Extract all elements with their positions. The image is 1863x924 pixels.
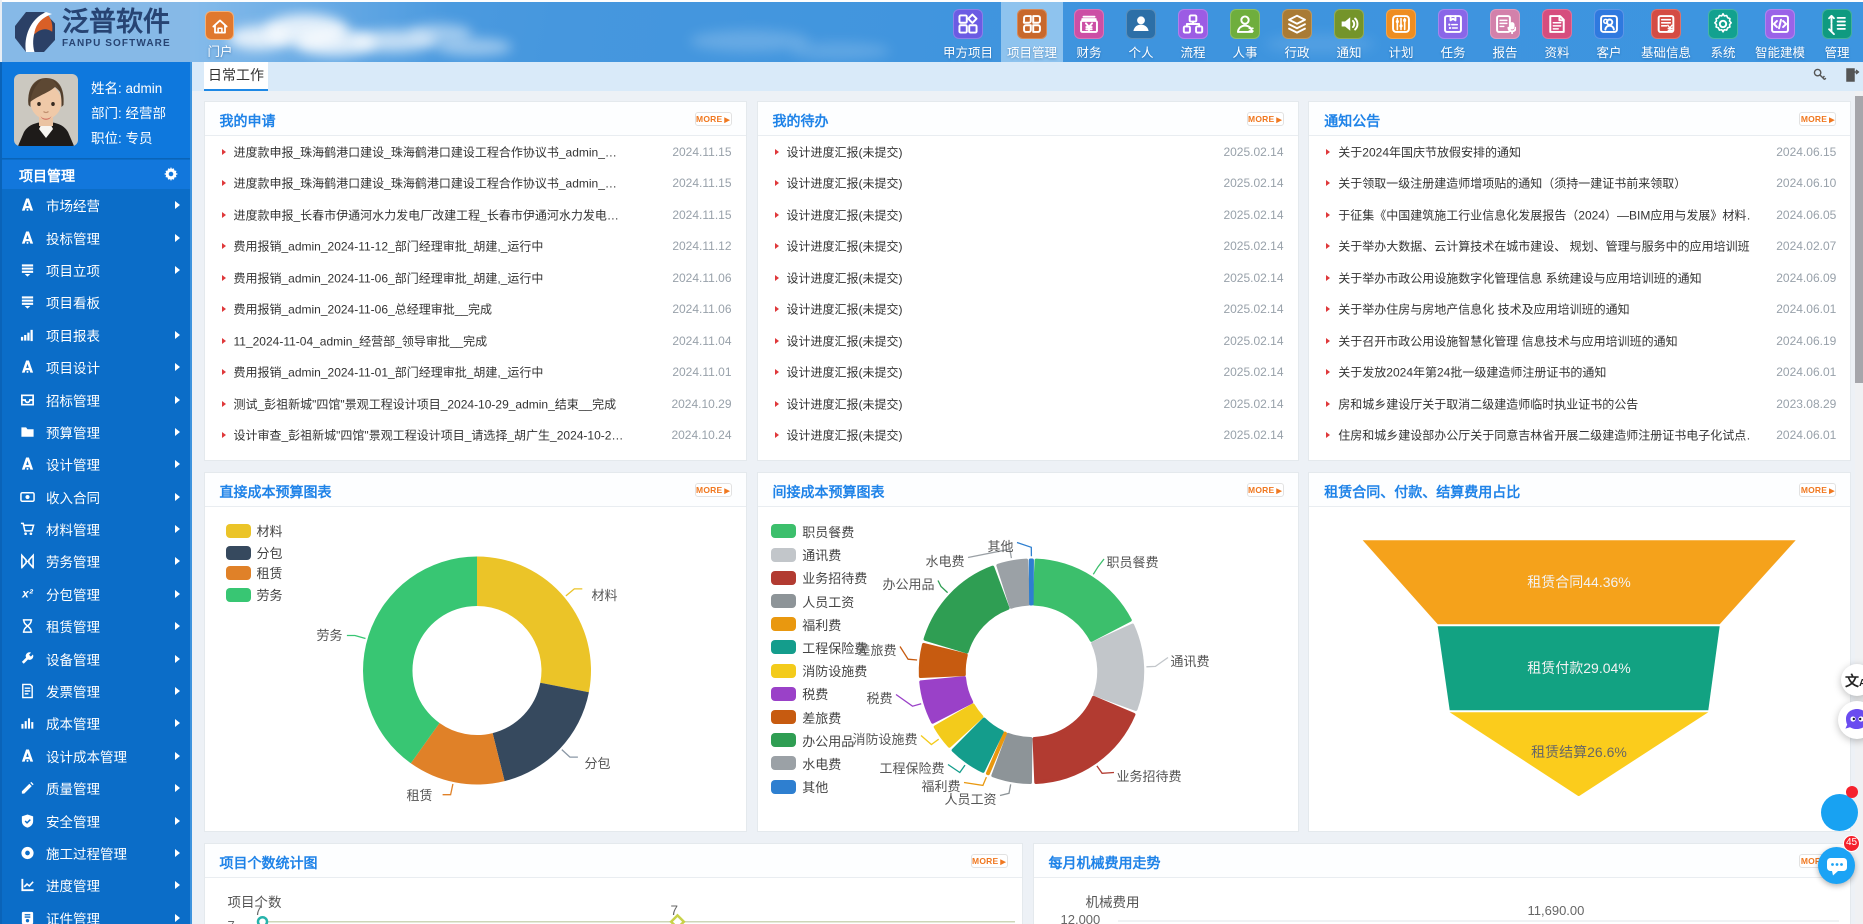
svg-text:租赁合同44.36%: 租赁合同44.36% [1528,574,1631,590]
svg-text:租赁结算26.6%: 租赁结算26.6% [1531,744,1627,760]
svg-text:租赁付款29.04%: 租赁付款29.04% [1528,660,1631,676]
